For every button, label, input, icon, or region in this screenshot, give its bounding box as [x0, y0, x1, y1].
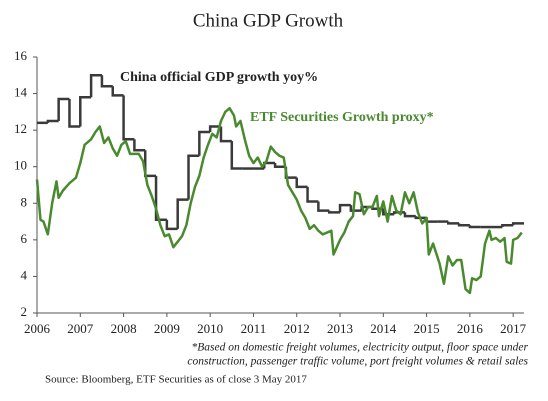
- x-tick-label: 2016: [457, 321, 484, 336]
- x-tick-label: 2012: [284, 321, 310, 336]
- step-segment: [317, 201, 330, 212]
- step-segment: [46, 119, 59, 123]
- y-tick-label: 2: [21, 304, 28, 319]
- step-segment: [57, 97, 70, 121]
- x-tick-label: 2013: [327, 321, 353, 336]
- step-segment: [176, 198, 189, 229]
- series-label: China official GDP growth yoy%: [120, 70, 318, 85]
- step-segment: [219, 126, 232, 143]
- x-tick-label: 2008: [111, 321, 137, 336]
- step-segment: [349, 205, 362, 212]
- step-segment: [511, 222, 524, 226]
- step-segment: [187, 154, 200, 200]
- footnote: *Based on domestic freight volumes, elec…: [191, 342, 528, 354]
- x-tick-label: 2009: [154, 321, 180, 336]
- x-tick-label: 2014: [370, 321, 397, 336]
- y-tick-label: 4: [21, 267, 28, 282]
- y-tick-label: 14: [14, 85, 28, 100]
- step-segment: [79, 95, 92, 127]
- step-segment: [468, 225, 481, 229]
- step-segment: [122, 95, 135, 141]
- step-segment: [446, 221, 460, 225]
- y-tick-label: 8: [21, 194, 28, 209]
- step-segment: [208, 125, 221, 132]
- step-segment: [143, 150, 157, 178]
- step-segment: [89, 74, 102, 98]
- step-segment: [100, 75, 113, 88]
- series-label: ETF Securities Growth proxy*: [250, 110, 434, 125]
- footnote: construction, passenger traffic volume, …: [187, 356, 528, 368]
- y-tick-label: 6: [21, 231, 28, 246]
- y-tick-label: 12: [14, 121, 27, 136]
- step-segment: [306, 186, 319, 203]
- step-segment: [133, 139, 146, 152]
- step-segment: [338, 203, 351, 213]
- step-segment: [154, 175, 167, 221]
- step-segment: [273, 163, 286, 168]
- step-segment: [403, 212, 416, 218]
- step-segment: [295, 177, 308, 189]
- y-tick-label: 16: [14, 48, 28, 63]
- series-line: [35, 106, 523, 295]
- chart-title: China GDP Growth: [193, 10, 344, 31]
- y-tick-label: 10: [14, 158, 27, 173]
- step-segment: [382, 208, 395, 216]
- step-segment: [457, 223, 470, 227]
- step-segment: [501, 223, 514, 228]
- step-segment: [425, 217, 438, 223]
- step-segment: [198, 130, 211, 156]
- step-segment: [165, 219, 178, 231]
- x-tick-label: 2015: [414, 321, 440, 336]
- x-tick-label: 2010: [197, 321, 223, 336]
- x-tick-label: 2017: [500, 321, 527, 336]
- step-segment: [327, 210, 341, 214]
- step-segment: [414, 216, 427, 220]
- step-segment: [111, 86, 124, 97]
- source: Source: Bloomberg, ETF Securities as of …: [45, 374, 307, 386]
- x-tick-label: 2007: [67, 321, 94, 336]
- step-segment: [230, 141, 243, 170]
- x-tick-label: 2006: [24, 321, 51, 336]
- x-tick-label: 2011: [241, 321, 267, 336]
- step-segment: [68, 99, 81, 128]
